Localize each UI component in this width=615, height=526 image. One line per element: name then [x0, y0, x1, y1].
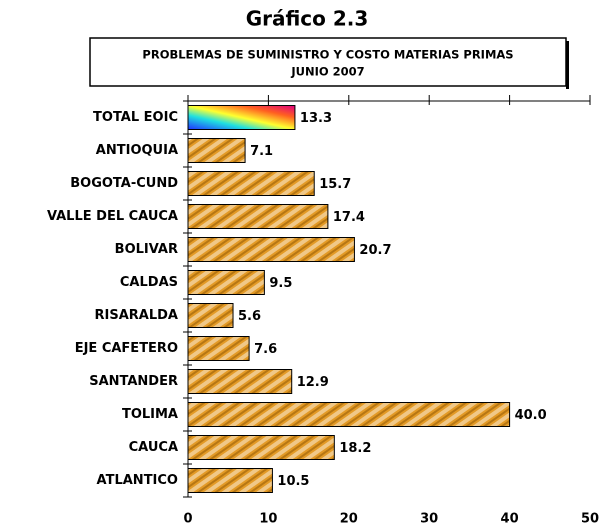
y-tick-label: BOGOTA-CUND [70, 176, 178, 191]
value-label: 17.4 [333, 210, 365, 225]
value-label: 13.3 [300, 111, 332, 126]
value-label: 5.6 [238, 309, 261, 324]
subtitle-shadow [566, 41, 569, 89]
y-tick-label: CAUCA [129, 440, 178, 455]
x-tick-label: 0 [183, 512, 192, 526]
value-label: 20.7 [359, 243, 391, 258]
y-tick-label: CALDAS [120, 275, 178, 290]
value-label: 9.5 [269, 276, 292, 291]
x-tick-label: 10 [259, 512, 277, 526]
value-label: 40.0 [515, 408, 547, 423]
bar [187, 204, 329, 229]
value-label: 10.5 [277, 474, 309, 489]
bar [187, 237, 355, 262]
y-tick-label: EJE CAFETERO [75, 341, 178, 356]
bar [187, 105, 296, 130]
bar [187, 171, 315, 196]
value-label: 15.7 [319, 177, 351, 192]
x-tick-label: 40 [501, 512, 519, 526]
bar [187, 435, 335, 460]
value-label: 7.6 [254, 342, 277, 357]
y-tick-label: ATLANTICO [97, 473, 178, 488]
x-tick-label: 50 [581, 512, 599, 526]
bar [187, 270, 265, 295]
chart-title: Gráfico 2.3 [246, 7, 369, 31]
bar [187, 138, 246, 163]
y-tick-label: VALLE DEL CAUCA [47, 209, 178, 224]
subtitle: PROBLEMAS DE SUMINISTRO Y COSTO MATERIAS… [142, 48, 513, 62]
x-tick-label: 30 [420, 512, 438, 526]
y-tick-label: TOLIMA [122, 407, 178, 422]
bar [187, 402, 511, 427]
y-tick-label: ANTIOQUIA [96, 143, 178, 158]
bar [187, 336, 250, 361]
y-tick-label: RISARALDA [95, 308, 178, 323]
subtitle-box [89, 37, 567, 87]
bar [187, 369, 293, 394]
bar [187, 303, 234, 328]
y-tick-label: BOLIVAR [115, 242, 178, 257]
value-label: 12.9 [297, 375, 329, 390]
subtitle: JUNIO 2007 [290, 65, 364, 79]
y-tick-label: TOTAL EOIC [93, 110, 178, 125]
value-label: 18.2 [339, 441, 371, 456]
value-label: 7.1 [250, 144, 273, 159]
x-tick-label: 20 [340, 512, 358, 526]
y-tick-label: SANTANDER [89, 374, 178, 389]
bar [187, 468, 273, 493]
